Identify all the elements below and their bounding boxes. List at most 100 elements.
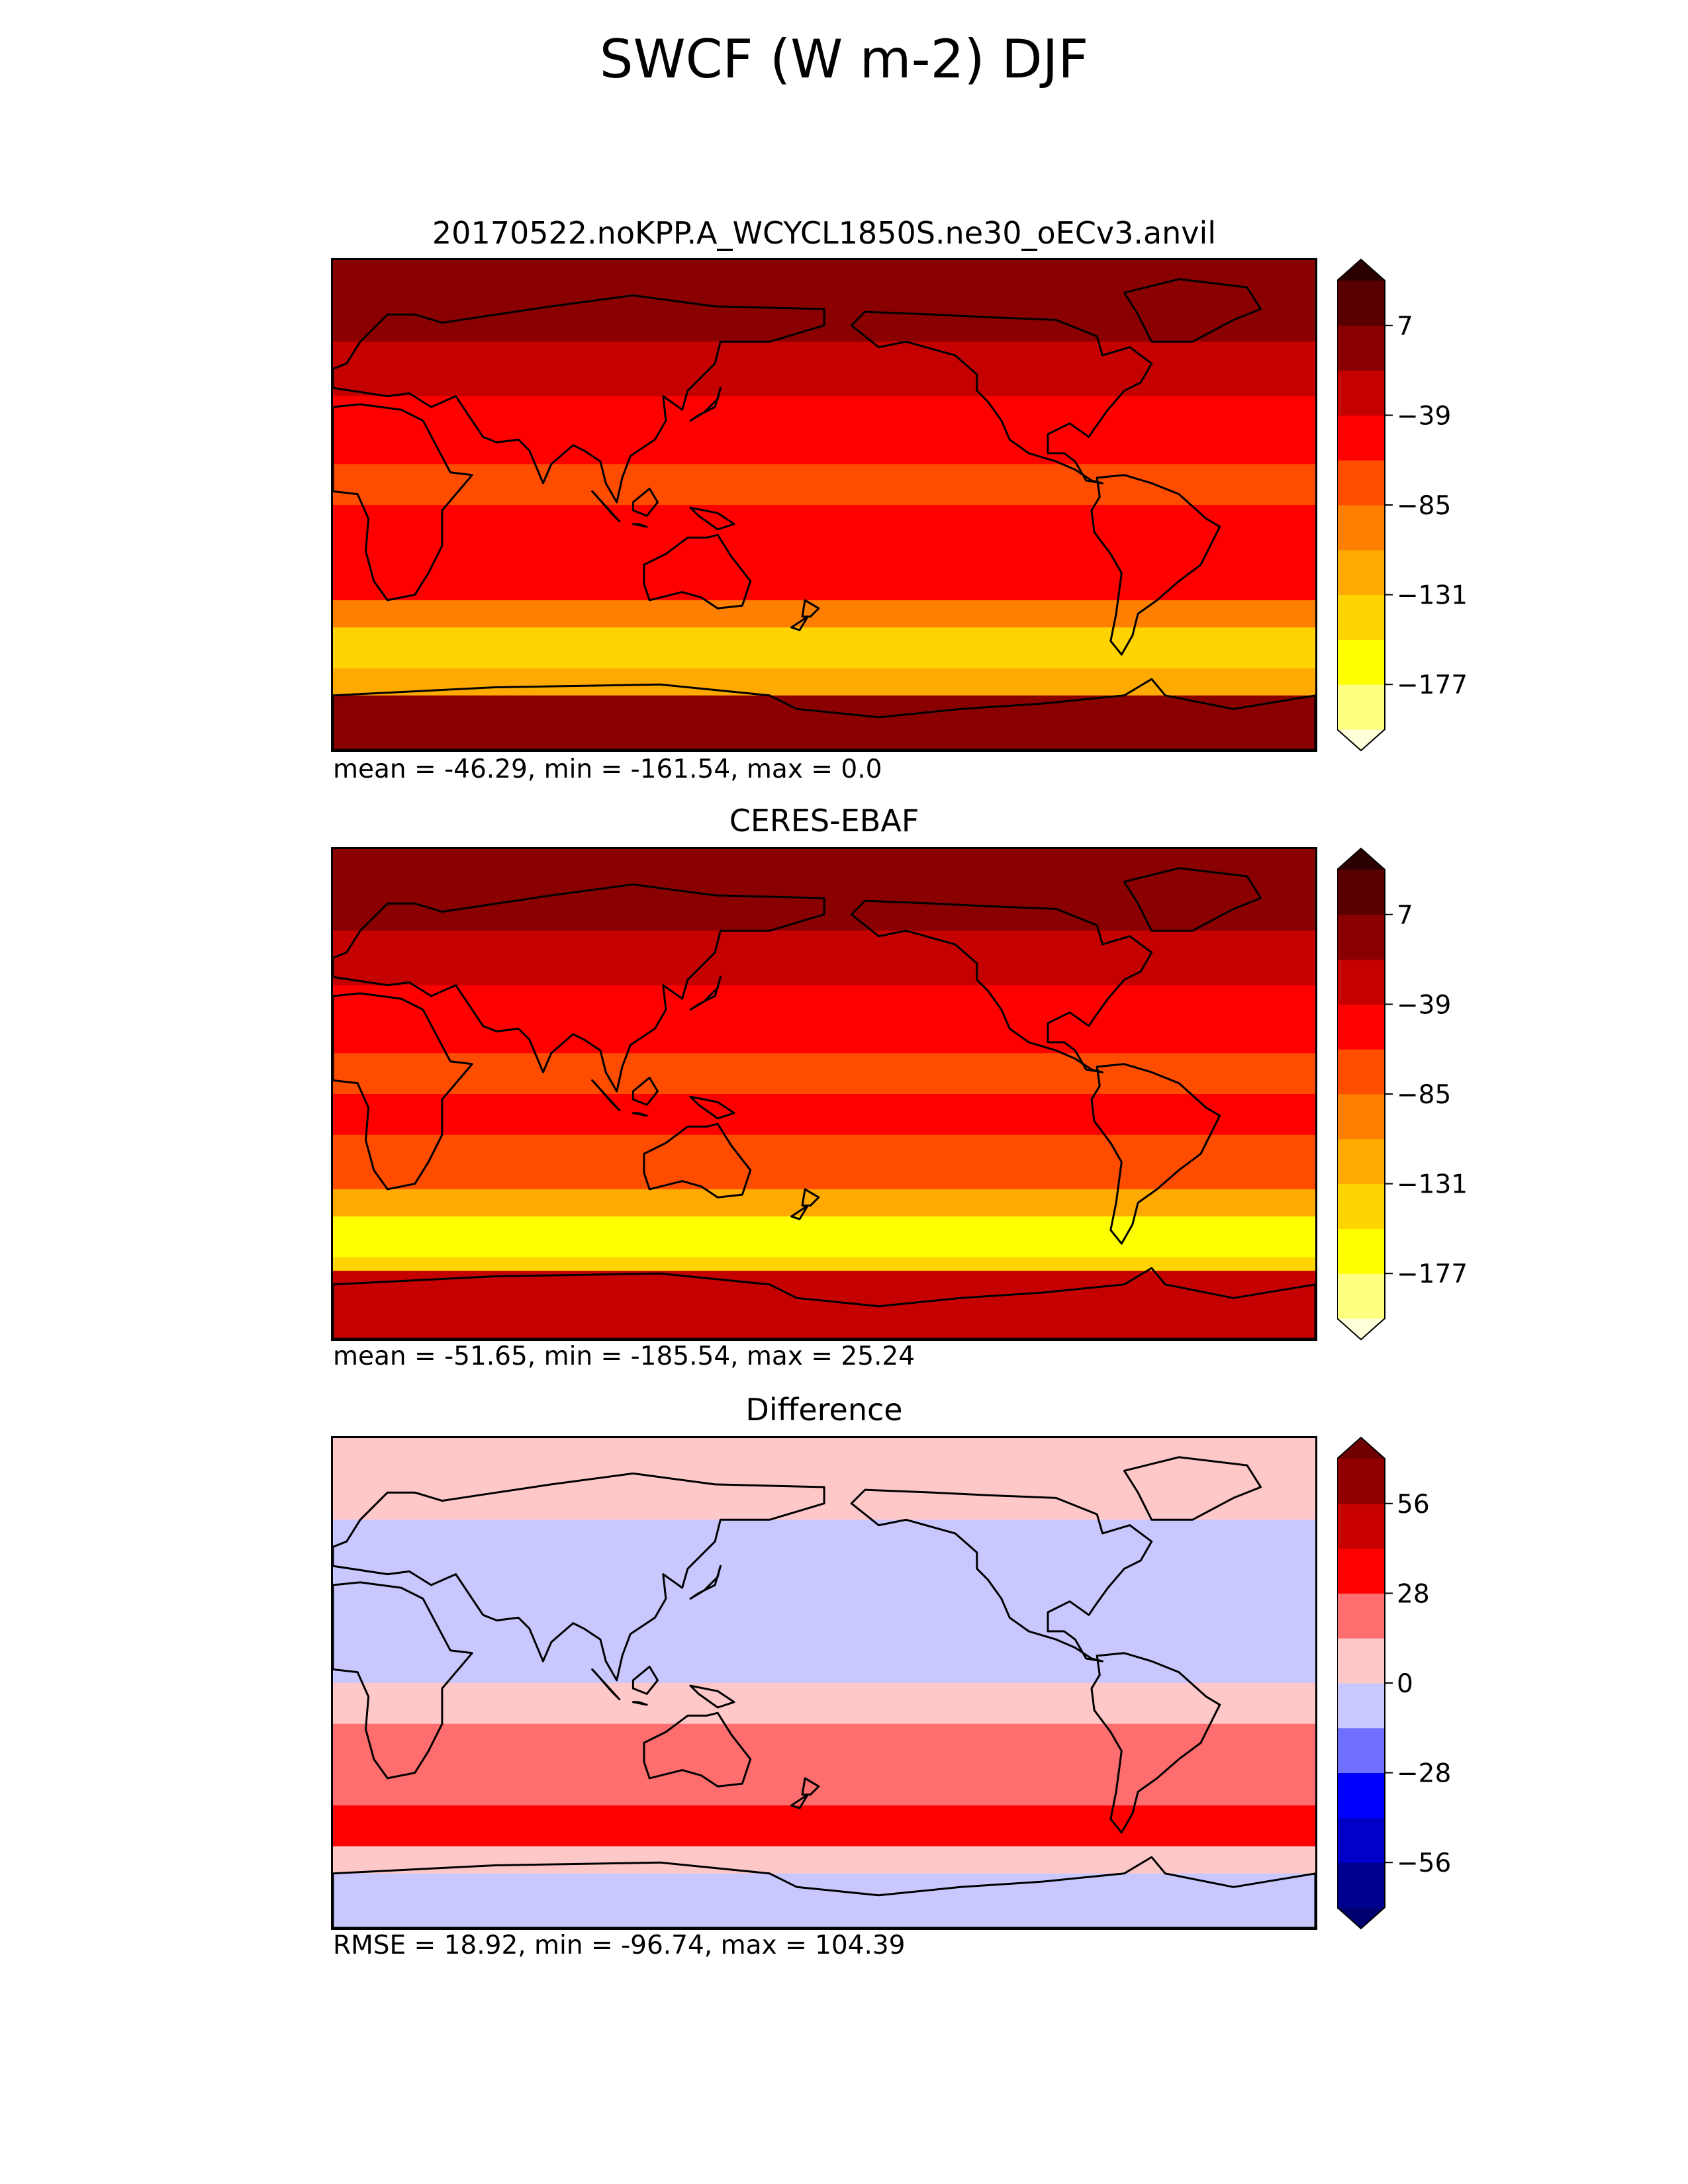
coastline-10: [790, 615, 809, 631]
band-9: [333, 1873, 1315, 1928]
band-8: [333, 668, 1315, 696]
colorbar-bin-1: [1337, 639, 1385, 685]
coastline-8: [643, 1122, 752, 1199]
coastline-0: [333, 403, 473, 602]
stats-test: mean = -46.29, min = -161.54, max = 0.0: [333, 754, 882, 784]
colorbar-tick-label: −85: [1397, 1080, 1451, 1110]
band-3: [333, 464, 1315, 506]
coastline-0: [333, 992, 473, 1191]
colorbar-bin-8: [1337, 914, 1385, 960]
colorbar-bin-4: [1337, 1683, 1385, 1729]
colorbar-bin-3: [1337, 1727, 1385, 1774]
coastline-9: [801, 1777, 820, 1796]
coastline-3: [689, 1565, 722, 1600]
colorbar-tick-label: 56: [1397, 1490, 1430, 1520]
band-7: [333, 1805, 1315, 1847]
coastline-6: [632, 487, 659, 517]
coastline-12: [1090, 1063, 1221, 1245]
colorbar-bin-0: [1337, 684, 1385, 730]
panel-title-reference: CERES-EBAF: [729, 803, 919, 839]
coastlines: [333, 1456, 1315, 1928]
colorbar-tick-label: 7: [1397, 901, 1413, 931]
band-7: [333, 1216, 1315, 1258]
figure-title: SWCF (W m-2) DJF: [599, 28, 1089, 90]
band-2: [333, 396, 1315, 465]
colorbar-outline: [1336, 258, 1385, 752]
colorbar-bin-9: [1337, 1459, 1385, 1504]
coastline-11: [850, 899, 1153, 1073]
band-2: [333, 1574, 1315, 1643]
band-0: [333, 260, 1315, 342]
colorbar-bin-5: [1337, 1638, 1385, 1684]
colorbar-bin-8: [1337, 325, 1385, 371]
colorbar-bins: [1337, 1437, 1385, 1929]
coastline-8: [643, 533, 752, 610]
colorbar-bin-4: [1337, 1094, 1385, 1140]
colorbar-reference: 7 −39 −85 −131 −177: [1336, 847, 1523, 1341]
coastline-12: [1090, 474, 1221, 656]
colorbar-bin-6: [1337, 1004, 1385, 1050]
colorbar-bin-9: [1337, 281, 1385, 326]
band-5: [333, 1723, 1315, 1779]
colorbar-tick-label: −39: [1397, 990, 1451, 1020]
band-3: [333, 1053, 1315, 1095]
coastline-8: [643, 1711, 752, 1788]
coastline-11: [850, 1488, 1153, 1662]
colorbar-bin-5: [1337, 460, 1385, 506]
colorbar-bin-0: [1337, 1862, 1385, 1908]
coastline-12: [1090, 1652, 1221, 1834]
colorbar-tick-label: −131: [1397, 581, 1468, 611]
band-8: [333, 1846, 1315, 1874]
colorbar-bin-3: [1337, 1138, 1385, 1185]
coastline-14: [333, 678, 1315, 750]
band-7: [333, 627, 1315, 669]
coastline-14: [333, 1267, 1315, 1339]
map-difference: [331, 1436, 1317, 1930]
coastline-0: [333, 1581, 473, 1780]
colorbar-bin-3: [1337, 549, 1385, 596]
colorbar-tick-label: −85: [1397, 491, 1451, 521]
colorbar-extend-low: [1337, 1318, 1385, 1340]
colorbar-tick-label: 7: [1397, 312, 1413, 341]
band-9: [333, 695, 1315, 750]
colorbar-bin-5: [1337, 1049, 1385, 1095]
coastline-5: [632, 523, 648, 528]
map-reference: [331, 847, 1317, 1341]
coastline-5: [632, 1701, 648, 1706]
band-4: [333, 505, 1315, 547]
colorbar-bin-8: [1337, 1503, 1385, 1549]
colorbar-tick-label: −39: [1397, 401, 1451, 431]
coastline-5: [632, 1112, 648, 1117]
coastline-13: [1123, 278, 1262, 343]
colorbar-extend-low: [1337, 729, 1385, 751]
coastlines: [333, 278, 1315, 750]
panel-title-test: 20170522.noKPP.A_WCYCL1850S.ne30_oECv3.a…: [432, 215, 1217, 251]
colorbar-bin-6: [1337, 1593, 1385, 1639]
colorbar-tick-label: −131: [1397, 1170, 1468, 1200]
band-0: [333, 1438, 1315, 1520]
colorbar-test: 7 −39 −85 −131 −177: [1336, 258, 1523, 752]
colorbar-outline: [1336, 1436, 1385, 1930]
colorbar-bin-4: [1337, 505, 1385, 551]
coastline-11: [850, 310, 1153, 484]
band-1: [333, 1520, 1315, 1574]
band-5: [333, 545, 1315, 601]
band-5: [333, 1134, 1315, 1190]
colorbar-extend-low: [1337, 1907, 1385, 1929]
band-3: [333, 1642, 1315, 1684]
band-1: [333, 341, 1315, 396]
band-0: [333, 849, 1315, 931]
colorbar-bins: [1337, 259, 1385, 751]
coastlines: [333, 867, 1315, 1339]
colorbar-extend-high: [1337, 1437, 1385, 1459]
coastline-2: [333, 294, 825, 504]
colorbar-tick-label: −56: [1397, 1848, 1451, 1878]
colorbar-bin-1: [1337, 1228, 1385, 1274]
coastline-10: [790, 1205, 809, 1220]
colorbar-tick-label: −28: [1397, 1759, 1451, 1789]
band-9: [333, 1271, 1315, 1339]
panel-title-difference: Difference: [745, 1392, 903, 1428]
coastline-2: [333, 1472, 825, 1682]
coastline-2: [333, 883, 825, 1093]
band-1: [333, 931, 1315, 985]
